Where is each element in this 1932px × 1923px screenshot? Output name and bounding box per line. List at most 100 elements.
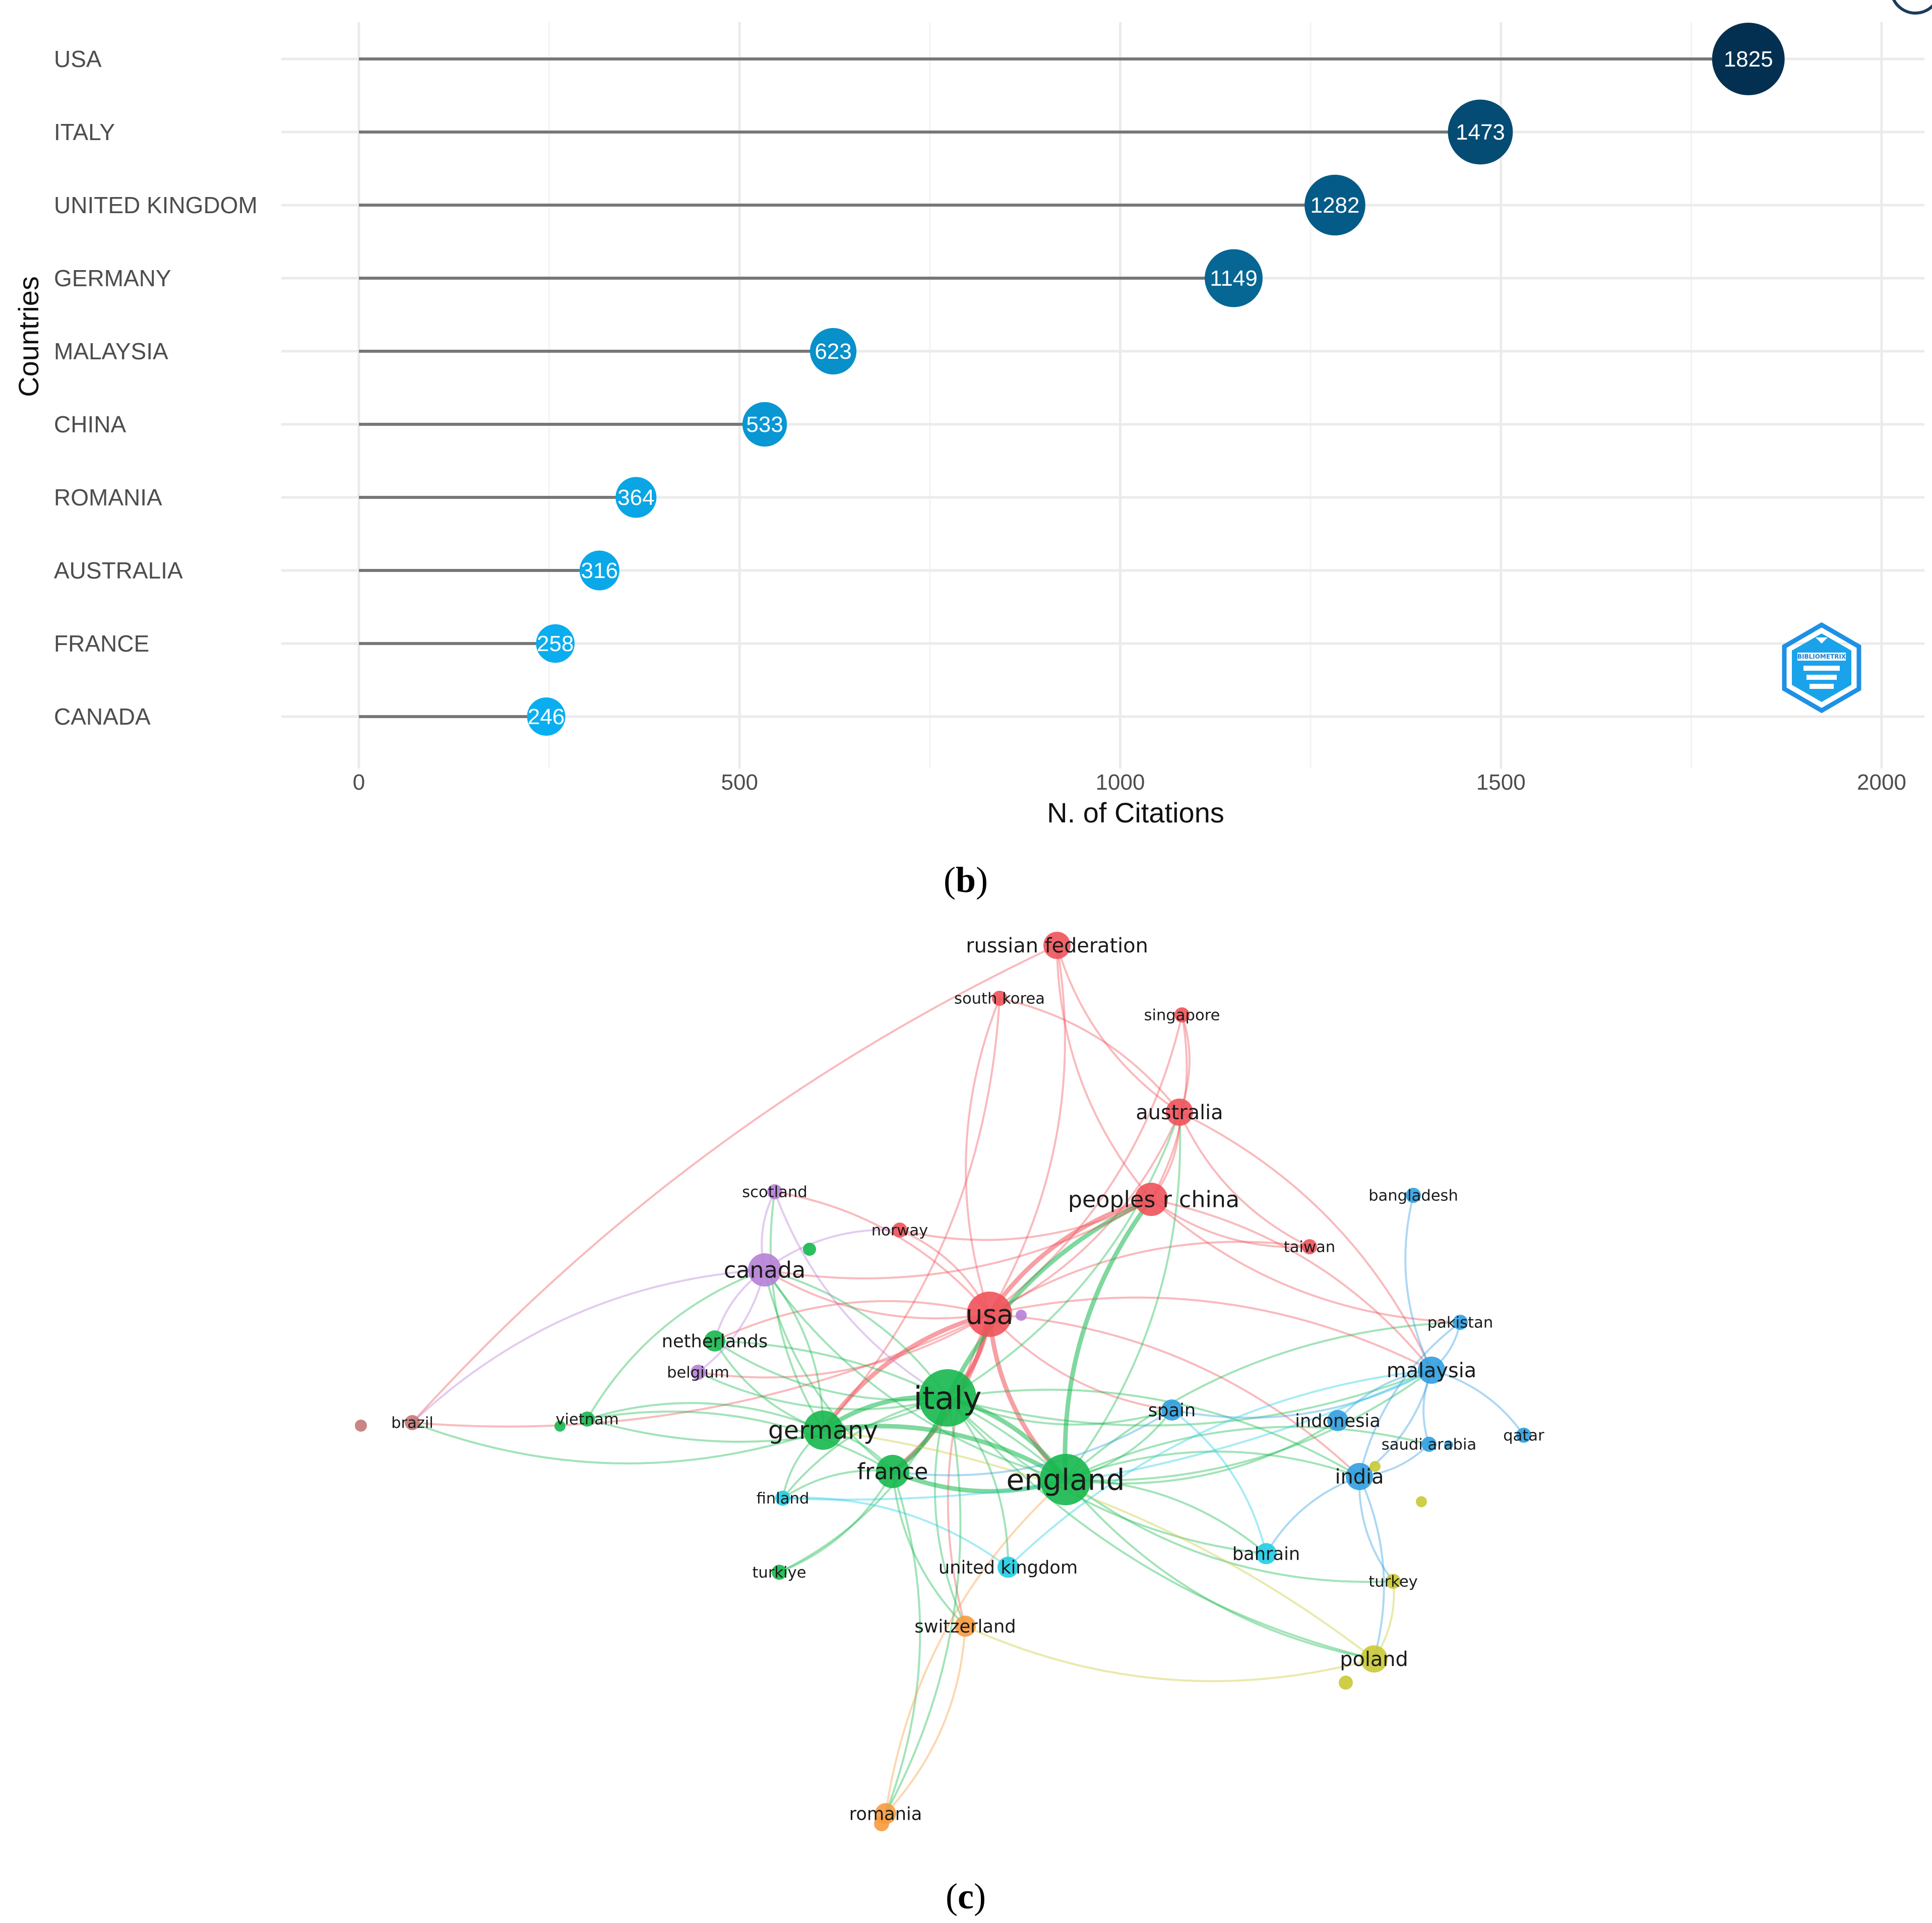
node-label: norway — [871, 1222, 928, 1240]
citations-lollipop-chart: 1825 1473 1282 1149 623 533 364 316 258 246 USA IT… — [13, 0, 1932, 828]
x-tick-labels: 0 500 1000 1500 2000 — [353, 770, 1906, 795]
x-axis-title: N. of Citations — [1047, 797, 1224, 828]
network-edge — [947, 1369, 1432, 1427]
lollipop-dots: 1825 1473 1282 1149 623 533 364 316 258 246 — [527, 23, 1785, 736]
network-edge — [1065, 1450, 1360, 1481]
network-edge — [1065, 1321, 1461, 1481]
node-norway — [892, 1223, 907, 1238]
x-tick-label: 500 — [721, 770, 758, 795]
node-label: canada — [724, 1258, 805, 1284]
network-edge — [779, 1471, 894, 1573]
node-spain — [1161, 1399, 1182, 1421]
dot-canada — [527, 697, 566, 736]
country-label: FRANCE — [54, 630, 149, 657]
network-edge — [1337, 1369, 1432, 1422]
network-edge — [774, 1191, 990, 1315]
node-indonesia — [1327, 1410, 1348, 1431]
country-label: AUSTRALIA — [54, 557, 183, 584]
node-label: malaysia — [1387, 1359, 1476, 1382]
node-label: indonesia — [1295, 1411, 1381, 1431]
network-edge — [999, 997, 1180, 1113]
node-peoples-r-china — [1135, 1183, 1168, 1216]
node-turkey — [1386, 1574, 1401, 1589]
network-edge — [1007, 1369, 1432, 1568]
network-edge — [587, 1402, 824, 1431]
node-australia — [1166, 1099, 1193, 1126]
value-label: 246 — [528, 704, 565, 729]
network-edge — [988, 1313, 1172, 1411]
network-edge — [1404, 1195, 1432, 1371]
node-label: bangladesh — [1368, 1187, 1458, 1205]
node-label: poland — [1340, 1648, 1408, 1671]
svg-text:BIBLIOMETRIX: BIBLIOMETRIX — [1797, 653, 1846, 660]
value-label: 623 — [815, 339, 851, 364]
network-nodes — [355, 932, 1531, 1831]
country-label: CHINA — [54, 411, 126, 437]
network-edge — [1431, 1369, 1525, 1436]
node-label: russian federation — [966, 934, 1148, 957]
value-label: 316 — [581, 558, 618, 583]
network-edge — [1358, 1476, 1394, 1582]
x-tick-label: 1500 — [1476, 770, 1526, 795]
network-edge — [1056, 945, 1152, 1200]
node-south-korea — [992, 991, 1007, 1006]
country-collaboration-network: russian federation south korea singapore au… — [355, 932, 1544, 1831]
node-brazil — [405, 1415, 420, 1430]
node-label: scotland — [742, 1184, 807, 1201]
network-edge — [965, 1625, 1375, 1683]
dot-australia — [579, 550, 619, 591]
network-edge — [947, 1388, 1360, 1478]
node-label: india — [1335, 1465, 1384, 1489]
lollipop-stems — [359, 57, 1749, 718]
dot-france — [536, 624, 575, 663]
node-singapore — [1174, 1007, 1190, 1022]
panel-c-caption: (c) — [946, 1876, 986, 1916]
node-label: italy — [913, 1380, 981, 1417]
node-label: germany — [768, 1416, 878, 1445]
country-label: GERMANY — [54, 265, 171, 291]
value-label: 258 — [537, 631, 574, 656]
network-edge — [1150, 1198, 1310, 1248]
node-label: spain — [1148, 1400, 1196, 1421]
node-label: singapore — [1144, 1007, 1220, 1024]
node-label: finland — [757, 1490, 809, 1508]
node-pakistan — [1453, 1315, 1468, 1330]
value-label: 1149 — [1210, 266, 1258, 291]
node-scotland — [767, 1184, 782, 1199]
network-edge — [1065, 1369, 1432, 1482]
network-edge — [764, 1269, 824, 1431]
gridlines — [281, 22, 1924, 768]
node-united-kingdom — [998, 1557, 1019, 1578]
network-edge — [769, 1191, 824, 1431]
network-edge — [988, 1241, 1310, 1315]
node-england — [1040, 1454, 1091, 1505]
node-taiwan — [1302, 1239, 1317, 1254]
network-edge — [1063, 1198, 1153, 1480]
network-edge — [714, 1300, 990, 1342]
network-edge — [987, 1197, 1152, 1316]
minor-node — [1444, 1440, 1453, 1449]
node-switzerland — [955, 1616, 976, 1637]
network-edge — [782, 1497, 1009, 1568]
bibliometrix-logo-icon: BIBLIOMETRIX — [1782, 622, 1861, 714]
x-tick-label: 0 — [353, 770, 365, 795]
network-edge — [714, 1340, 948, 1401]
node-label: united kingdom — [939, 1557, 1078, 1578]
network-edge — [947, 1397, 1267, 1555]
network-edge — [774, 1191, 949, 1399]
network-edge — [965, 998, 1001, 1315]
node-vietnam — [580, 1412, 595, 1427]
network-edge — [1358, 1321, 1461, 1477]
network-edge — [1065, 1479, 1375, 1660]
node-india — [1346, 1463, 1373, 1490]
cropped-mark — [1892, 0, 1932, 15]
network-edge — [947, 1397, 1172, 1426]
value-label: 533 — [746, 412, 783, 437]
country-label: ROMANIA — [54, 484, 162, 510]
network-edge — [885, 1626, 966, 1815]
node-russian-federation — [1043, 932, 1071, 959]
node-label: belgium — [667, 1364, 729, 1382]
network-edge — [764, 1269, 990, 1320]
node-netherlands — [704, 1330, 725, 1352]
node-label: south korea — [954, 990, 1045, 1008]
